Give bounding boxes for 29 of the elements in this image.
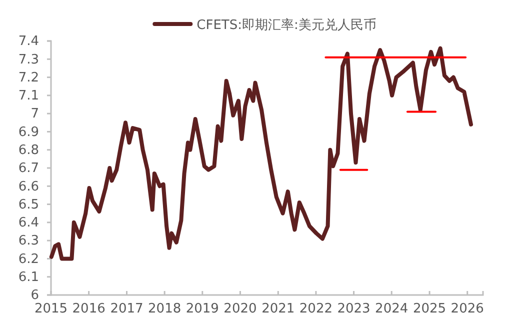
y-tick-label: 6.6 — [18, 179, 39, 194]
y-tick-label: 7.2 — [18, 70, 39, 86]
y-tick-label: 6.7 — [18, 161, 39, 176]
y-tick-label: 6.4 — [18, 216, 39, 231]
y-tick-label: 6.2 — [18, 252, 39, 267]
y-tick-label: 6.5 — [18, 197, 39, 212]
y-tick-label: 7.3 — [18, 52, 39, 68]
y-tick-label: 7.1 — [18, 88, 39, 104]
y-tick-label: 6.9 — [18, 124, 39, 140]
y-tick-label: 6 — [30, 288, 39, 304]
x-tick-label: 2022 — [299, 302, 333, 317]
x-tick-label: 2024 — [375, 302, 408, 317]
x-tick-label: 2018 — [148, 302, 182, 317]
y-tick-label: 6.3 — [18, 234, 39, 249]
x-tick-label: 2017 — [110, 302, 144, 317]
x-tick-label: 2016 — [72, 302, 106, 317]
x-tick-label: 2025 — [412, 302, 446, 317]
x-tick-label: 2021 — [262, 302, 295, 317]
y-tick-label: 6.1 — [18, 270, 39, 286]
x-tick-label: 2023 — [337, 302, 370, 317]
y-tick-label: 6.8 — [18, 143, 39, 158]
x-tick-label: 2015 — [34, 302, 68, 317]
line-series — [49, 46, 473, 261]
x-tick-label: 2020 — [224, 302, 257, 317]
y-tick-label: 7.4 — [18, 34, 39, 50]
x-tick-label: 2026 — [450, 302, 484, 317]
y-tick-label: 7 — [30, 106, 39, 122]
legend-label: CFETS:即期汇率:美元兑人民币 — [196, 17, 376, 33]
x-tick-label: 2019 — [186, 302, 219, 317]
